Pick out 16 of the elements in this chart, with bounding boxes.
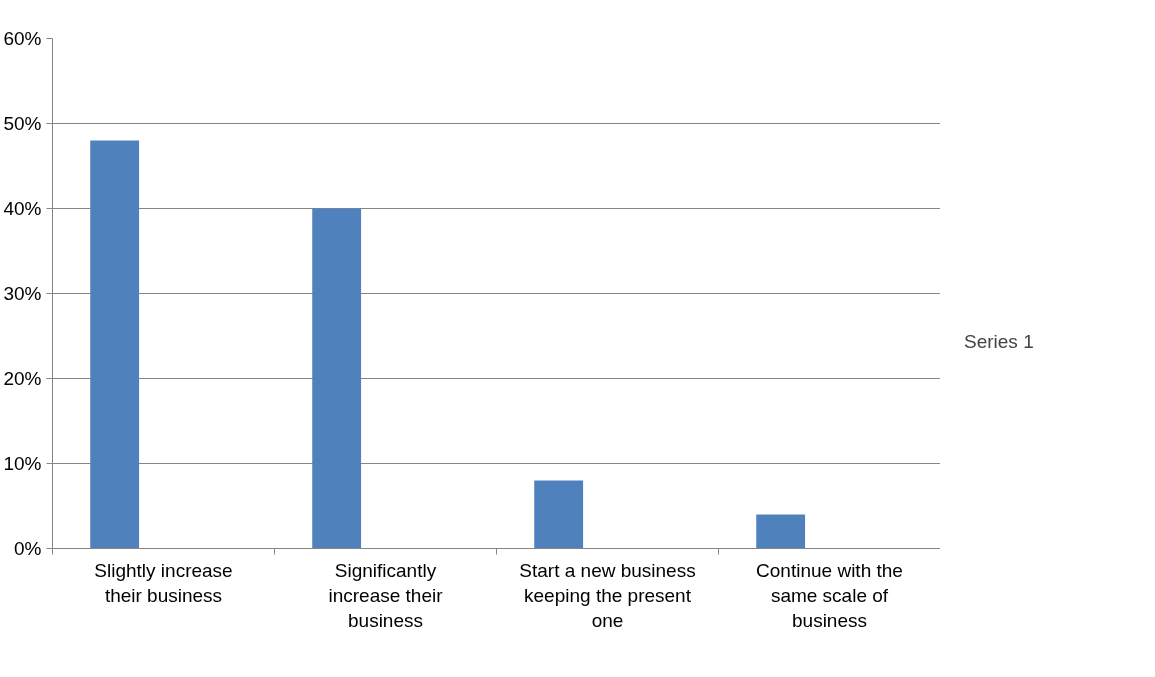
- y-tick-label: 30%: [3, 283, 42, 304]
- y-tick-label: 20%: [3, 368, 42, 389]
- x-tick-label: Start a new business keeping the present one: [519, 559, 696, 631]
- x-tick-label: Continue with the same scale of business: [756, 559, 903, 631]
- x-tick-label: Slightly increase their business: [94, 559, 233, 606]
- bar: [756, 514, 806, 549]
- text: Series 1: [964, 331, 1034, 353]
- y-tick-label: 60%: [3, 28, 42, 49]
- y-tick-label: 40%: [3, 198, 42, 219]
- bar: [534, 480, 584, 549]
- y-tick-label: 10%: [3, 453, 42, 474]
- bar: [90, 140, 140, 549]
- x-tick-label: Significantly increase their business: [328, 559, 444, 631]
- bar: [312, 208, 362, 549]
- y-tick-label: 0%: [14, 538, 42, 559]
- y-tick-label: 50%: [3, 113, 42, 134]
